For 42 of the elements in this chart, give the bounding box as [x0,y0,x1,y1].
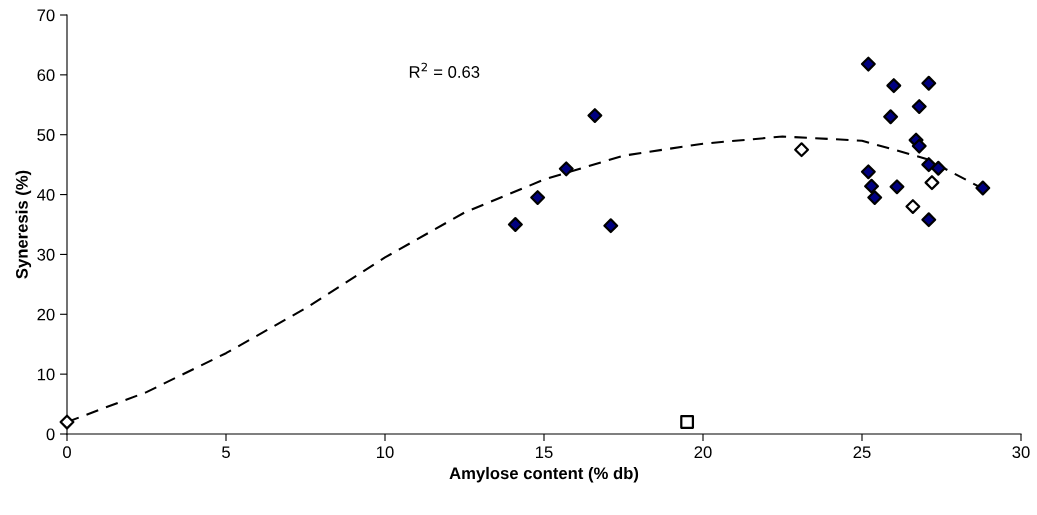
point [864,178,880,194]
point [860,164,876,180]
y-tick-label: 60 [37,69,55,82]
point [921,157,937,173]
y-tick-label: 10 [37,368,55,381]
y-axis-title: Syneresis (%) [15,170,32,279]
point [603,218,619,234]
y-tick-label: 0 [46,428,55,441]
point [930,160,946,176]
x-tick-label: 25 [853,446,871,459]
y-tick-label: 70 [37,9,55,22]
x-tick-label: 5 [222,446,230,459]
point [587,108,603,124]
point [911,138,927,154]
y-tick-label: 30 [37,248,55,261]
point [924,175,940,191]
point [507,217,523,232]
point [889,179,905,195]
point [921,75,937,91]
point [905,199,921,215]
point [886,78,902,94]
point [921,212,937,228]
point [911,99,927,115]
point [867,190,883,206]
y-tick-label: 20 [37,308,55,321]
x-tick-label: 30 [1012,446,1030,459]
x-tick-label: 15 [536,446,553,459]
annotation: R$^{2}$ = 0.63 [409,62,480,78]
x-tick-label: 20 [694,446,712,459]
x-tick-label: 0 [63,446,71,459]
point [975,180,991,196]
y-tick-label: 50 [37,129,55,141]
point [680,415,695,429]
point [883,109,899,125]
point [530,190,546,206]
point [794,142,810,158]
x-tick-label: 10 [377,446,394,459]
y-tick-label: 40 [37,188,55,201]
point [558,161,574,177]
point [860,56,876,72]
point [59,414,75,430]
x-axis-title: Amylose content (% db) [449,466,639,483]
